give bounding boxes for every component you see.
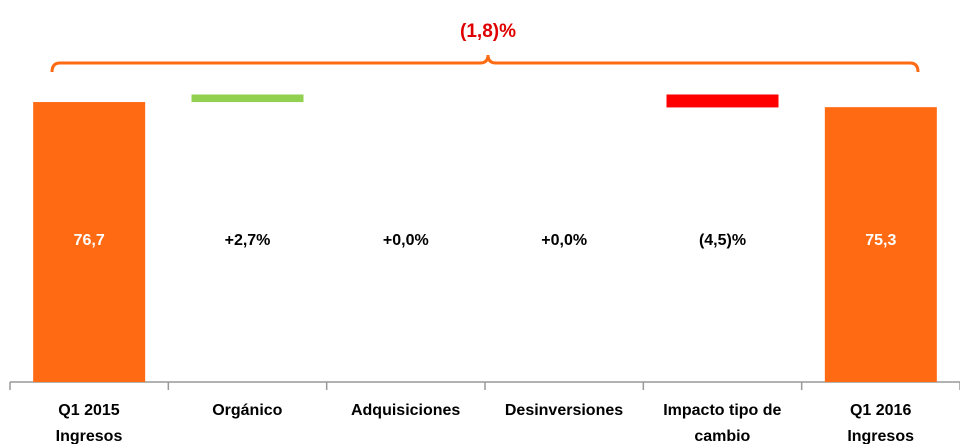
total-bar	[33, 102, 146, 383]
value-label: +0,0%	[383, 232, 429, 249]
value-label: +2,7%	[225, 232, 271, 249]
x-tick-label: Impacto tipo de cambio	[663, 402, 782, 444]
change-bar	[191, 94, 304, 103]
x-tick-label: Desinversiones	[504, 402, 624, 419]
value-label: 76,7	[74, 232, 105, 249]
x-tick-label: Q1 2016 Ingresos	[847, 402, 914, 444]
x-tick-label: Adquisiciones	[350, 402, 461, 419]
total-bar	[824, 107, 937, 382]
value-label: +0,0%	[541, 232, 587, 249]
value-label: (4,5)%	[699, 232, 746, 249]
change-bar	[666, 94, 779, 108]
x-tick-label: Orgánico	[212, 402, 283, 419]
total-bracket	[50, 54, 920, 73]
total-change-annotation: (1,8)%	[460, 21, 516, 42]
x-tick-label: Q1 2015 Ingresos	[55, 402, 123, 444]
value-label: 75,3	[865, 232, 896, 249]
